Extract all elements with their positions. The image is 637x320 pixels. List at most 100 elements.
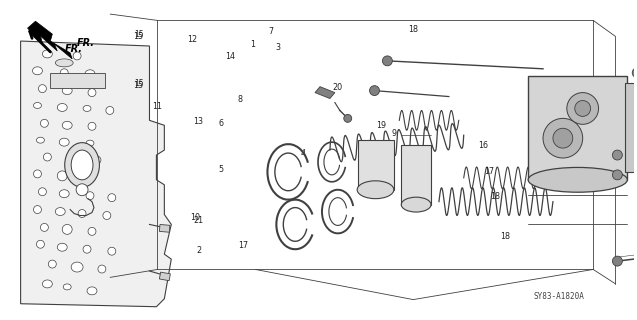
Polygon shape — [315, 87, 335, 99]
Circle shape — [76, 184, 88, 196]
Ellipse shape — [65, 143, 99, 187]
Text: 15: 15 — [134, 81, 143, 90]
Ellipse shape — [88, 228, 96, 235]
Text: 19: 19 — [376, 141, 387, 150]
Ellipse shape — [59, 138, 69, 146]
Polygon shape — [20, 41, 171, 307]
Text: 14: 14 — [225, 52, 235, 61]
Ellipse shape — [57, 171, 67, 181]
Ellipse shape — [98, 265, 106, 273]
Circle shape — [344, 114, 352, 122]
Bar — [159, 272, 170, 281]
Ellipse shape — [61, 69, 68, 77]
Text: 17: 17 — [238, 241, 248, 250]
Ellipse shape — [93, 156, 101, 164]
Ellipse shape — [86, 192, 94, 200]
Ellipse shape — [83, 174, 91, 182]
Ellipse shape — [71, 150, 93, 180]
Text: 12: 12 — [187, 35, 197, 44]
Circle shape — [369, 86, 380, 96]
Ellipse shape — [83, 106, 91, 111]
Text: 3: 3 — [275, 43, 280, 52]
Text: 7: 7 — [269, 27, 274, 36]
Ellipse shape — [48, 260, 56, 268]
Text: 16: 16 — [478, 141, 488, 150]
Circle shape — [553, 128, 573, 148]
Bar — [50, 73, 105, 88]
Text: 6: 6 — [218, 119, 223, 128]
Ellipse shape — [71, 262, 83, 272]
Ellipse shape — [87, 287, 97, 295]
Text: 19: 19 — [376, 121, 387, 130]
Ellipse shape — [83, 245, 91, 253]
Ellipse shape — [38, 85, 47, 92]
Text: 8: 8 — [237, 95, 242, 104]
Ellipse shape — [34, 170, 41, 178]
Ellipse shape — [108, 247, 116, 255]
Ellipse shape — [63, 284, 71, 290]
Ellipse shape — [55, 208, 65, 215]
Ellipse shape — [88, 89, 96, 97]
Text: FR.: FR. — [65, 44, 83, 54]
Circle shape — [382, 56, 392, 66]
Text: 15: 15 — [134, 30, 143, 39]
Text: 4: 4 — [300, 149, 305, 158]
Ellipse shape — [38, 188, 47, 196]
Ellipse shape — [57, 103, 67, 111]
Text: 9: 9 — [392, 129, 397, 138]
Ellipse shape — [40, 119, 48, 127]
Ellipse shape — [401, 197, 431, 212]
Ellipse shape — [88, 122, 96, 130]
Text: 11: 11 — [152, 101, 162, 111]
Ellipse shape — [73, 52, 81, 60]
Ellipse shape — [40, 223, 48, 231]
Ellipse shape — [78, 210, 86, 218]
Circle shape — [575, 100, 590, 116]
Text: 15: 15 — [134, 32, 143, 41]
Polygon shape — [401, 145, 431, 204]
Circle shape — [612, 170, 622, 180]
Bar — [159, 224, 170, 232]
Ellipse shape — [528, 167, 627, 192]
Bar — [528, 76, 627, 180]
Ellipse shape — [36, 240, 45, 248]
Text: 18: 18 — [408, 25, 419, 35]
Text: 18: 18 — [500, 232, 510, 241]
Text: 21: 21 — [194, 216, 204, 225]
Text: SY83-A1820A: SY83-A1820A — [533, 292, 584, 301]
Ellipse shape — [86, 140, 94, 146]
Ellipse shape — [106, 107, 114, 114]
Text: 10: 10 — [190, 212, 201, 222]
Text: 5: 5 — [218, 165, 223, 174]
Ellipse shape — [43, 153, 52, 161]
Polygon shape — [357, 140, 394, 190]
Ellipse shape — [55, 59, 73, 67]
Ellipse shape — [62, 121, 72, 129]
Ellipse shape — [85, 70, 95, 78]
Ellipse shape — [43, 280, 52, 288]
Text: 18: 18 — [490, 192, 500, 201]
Text: 20: 20 — [333, 83, 343, 92]
Ellipse shape — [34, 206, 41, 213]
Text: 1: 1 — [250, 40, 255, 49]
Text: 17: 17 — [484, 167, 494, 176]
Ellipse shape — [36, 137, 45, 143]
Ellipse shape — [57, 243, 67, 251]
Text: 15: 15 — [134, 79, 143, 88]
Ellipse shape — [103, 212, 111, 220]
Circle shape — [543, 118, 583, 158]
Circle shape — [633, 68, 637, 78]
Text: 2: 2 — [196, 246, 201, 255]
Polygon shape — [27, 21, 72, 59]
Ellipse shape — [34, 102, 41, 108]
Ellipse shape — [62, 87, 72, 95]
Bar — [626, 83, 637, 172]
Text: FR.: FR. — [77, 38, 95, 48]
Ellipse shape — [62, 224, 72, 234]
Ellipse shape — [67, 155, 77, 163]
Ellipse shape — [59, 190, 69, 198]
Ellipse shape — [43, 50, 52, 58]
Circle shape — [612, 150, 622, 160]
Ellipse shape — [357, 181, 394, 199]
Text: 13: 13 — [194, 117, 203, 126]
